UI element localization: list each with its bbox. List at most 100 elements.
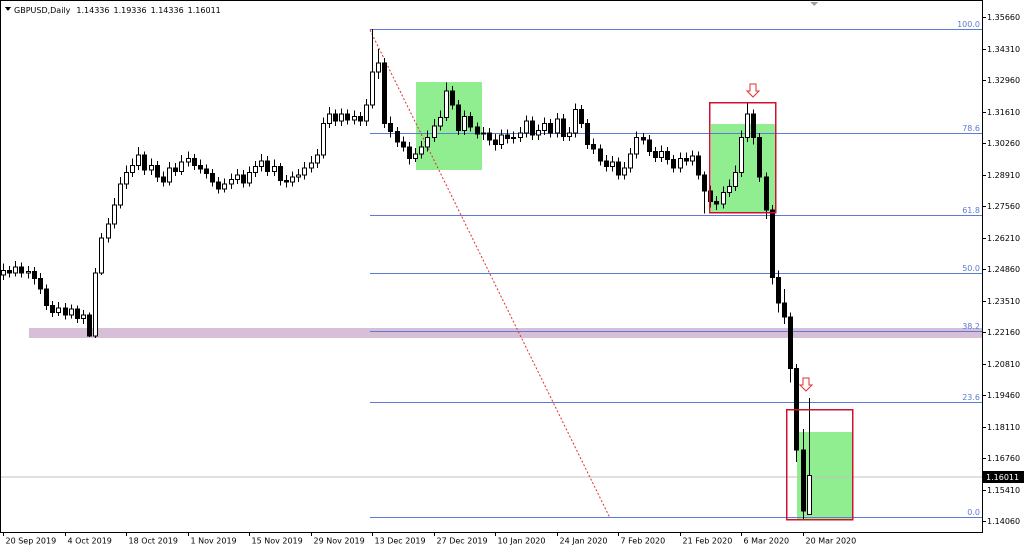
symbol: GBPUSD,Daily bbox=[14, 6, 71, 15]
x-tick-label: 20 Mar 2020 bbox=[806, 537, 857, 546]
y-tick-label: 1.24860 bbox=[987, 265, 1020, 274]
high-price: 1.19336 bbox=[113, 6, 146, 15]
candle-body bbox=[247, 171, 252, 184]
candle-body bbox=[604, 160, 609, 168]
x-tick-label: 13 Dec 2019 bbox=[375, 537, 426, 546]
candle-body bbox=[696, 155, 701, 176]
candle-body bbox=[75, 308, 80, 319]
y-tick-label: 1.18110 bbox=[987, 423, 1020, 432]
y-tick-label: 1.30260 bbox=[987, 139, 1020, 148]
candle-body bbox=[665, 150, 670, 161]
candle-body bbox=[591, 143, 596, 150]
candle-body bbox=[757, 136, 762, 178]
candle-body bbox=[536, 129, 541, 136]
candle-body bbox=[401, 141, 406, 148]
candle-body bbox=[641, 136, 646, 141]
candle-body bbox=[801, 449, 806, 512]
red-box bbox=[708, 101, 777, 214]
x-tick-label: 27 Dec 2019 bbox=[437, 537, 488, 546]
candle-body bbox=[106, 223, 111, 239]
menu-triangle bbox=[5, 7, 11, 11]
candle-body bbox=[714, 201, 719, 205]
candle-body bbox=[475, 126, 480, 135]
candle-body bbox=[321, 122, 326, 156]
candle-body bbox=[690, 155, 695, 162]
candle-body bbox=[1, 269, 6, 276]
candle-body bbox=[296, 174, 301, 178]
candle-body bbox=[610, 161, 615, 168]
candle-body bbox=[93, 272, 98, 337]
candle-body bbox=[511, 136, 516, 140]
fib-label: 50.0 bbox=[962, 264, 980, 273]
candle-body bbox=[659, 150, 664, 158]
candle-body bbox=[647, 139, 652, 152]
y-tick-label: 1.14060 bbox=[987, 517, 1020, 526]
candle-body bbox=[265, 160, 270, 172]
candle-body bbox=[32, 271, 37, 280]
candle-body bbox=[358, 115, 363, 122]
candle-body bbox=[44, 288, 49, 306]
candle-body bbox=[573, 108, 578, 134]
x-tick-label: 20 Sep 2019 bbox=[6, 537, 57, 546]
y-tick-label: 1.26210 bbox=[987, 234, 1020, 243]
candle-body bbox=[505, 134, 510, 140]
fib-label: 78.6 bbox=[962, 124, 980, 133]
candle-body bbox=[216, 181, 221, 190]
red-box bbox=[785, 408, 854, 521]
candle-body bbox=[364, 104, 369, 122]
candle-body bbox=[112, 204, 117, 225]
candle-body bbox=[388, 122, 393, 133]
fib-label: 38.2 bbox=[962, 322, 980, 331]
candle-body bbox=[567, 132, 572, 137]
candle-body bbox=[229, 178, 234, 185]
candle-body bbox=[290, 176, 295, 183]
candle-body bbox=[155, 164, 160, 178]
low-price: 1.14336 bbox=[151, 6, 184, 15]
candle-body bbox=[493, 139, 498, 145]
candle-body bbox=[352, 115, 357, 121]
candle-body bbox=[745, 113, 750, 138]
chart-header: GBPUSD,Daily 1.14336 1.19336 1.14336 1.16011 bbox=[14, 6, 221, 15]
candle-body bbox=[395, 131, 400, 143]
candle-body bbox=[678, 157, 683, 169]
candle-body bbox=[173, 167, 178, 172]
candle-body bbox=[462, 115, 467, 131]
candle-body bbox=[739, 136, 744, 173]
candle-body bbox=[99, 237, 104, 274]
down-arrow bbox=[745, 83, 761, 98]
candle-body bbox=[149, 164, 154, 171]
x-tick-label: 21 Feb 2020 bbox=[683, 537, 733, 546]
green-zone bbox=[797, 432, 852, 519]
candle-body bbox=[622, 167, 627, 176]
candle-body bbox=[628, 153, 633, 169]
open-price: 1.14336 bbox=[76, 6, 109, 15]
y-tick-label: 1.19460 bbox=[987, 391, 1020, 400]
candle-body bbox=[450, 90, 455, 106]
candle-body bbox=[87, 314, 92, 337]
x-tick-label: 18 Oct 2019 bbox=[129, 537, 178, 546]
candle-body bbox=[333, 113, 338, 122]
candle-body bbox=[179, 161, 184, 172]
trend-line bbox=[369, 29, 611, 519]
current-price: 1.16011 bbox=[986, 473, 1019, 482]
y-tick-label: 1.34310 bbox=[987, 45, 1020, 54]
candle-body bbox=[56, 307, 61, 313]
candle-body bbox=[542, 122, 547, 131]
candle-body bbox=[198, 164, 203, 170]
candle-body bbox=[315, 154, 320, 164]
candle-body bbox=[413, 153, 418, 159]
candle-body bbox=[776, 276, 781, 304]
y-tick-label: 1.22160 bbox=[987, 328, 1020, 337]
candle-body bbox=[481, 132, 486, 135]
candle-body bbox=[161, 176, 166, 183]
candle-body bbox=[302, 167, 307, 176]
candle-body bbox=[518, 132, 523, 138]
candle-body bbox=[770, 209, 775, 278]
candle-body bbox=[444, 90, 449, 119]
candle-body bbox=[186, 157, 191, 163]
x-tick-label: 15 Nov 2019 bbox=[252, 537, 303, 546]
x-tick-label: 29 Nov 2019 bbox=[314, 537, 365, 546]
y-tick-label: 1.35660 bbox=[987, 13, 1020, 22]
y-tick-label: 1.23510 bbox=[987, 297, 1020, 306]
